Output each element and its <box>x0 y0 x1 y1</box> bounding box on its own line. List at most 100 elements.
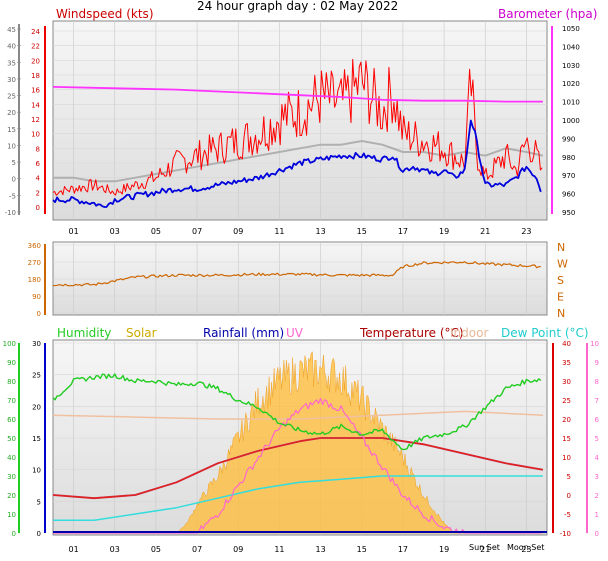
barometer-tick: 990 <box>562 135 575 143</box>
legend-rainfall: Rainfall (mm) <box>203 326 285 340</box>
barometer-tick: 970 <box>562 172 575 180</box>
temp-right-tick: 35 <box>562 359 571 367</box>
humidity-tick: 10 <box>7 511 16 519</box>
temperature-line <box>52 437 544 500</box>
wind-inner-tick: 22 <box>31 43 40 51</box>
hour-label-wind: 19 <box>439 227 449 236</box>
legend-uv: UV <box>286 326 303 340</box>
hour-label-bottom: 03 <box>110 545 120 554</box>
hour-label-bottom: 21 <box>480 545 490 554</box>
moonset-label: Moon Set <box>507 543 545 552</box>
uv-tick: 6 <box>595 416 600 424</box>
barometer-line <box>52 86 543 103</box>
temp-right-tick: 25 <box>562 397 571 405</box>
wind-inner-tick: 2 <box>36 189 40 197</box>
humidity-tick: 90 <box>7 359 16 367</box>
uv-tick: 5 <box>595 435 599 443</box>
uv-tick: 10 <box>590 340 599 348</box>
hour-label-bottom: 07 <box>192 545 202 554</box>
temp-left-tick: 10 <box>32 467 41 475</box>
avg-wind-line <box>52 119 542 208</box>
hour-label-wind: 07 <box>192 227 202 236</box>
wind-panel <box>52 20 548 221</box>
barometer-tick: 1010 <box>562 99 580 107</box>
page-title: 24 hour graph day : 02 May 2022 <box>197 0 399 13</box>
dewpoint-line <box>53 475 543 522</box>
uv-tick: 0 <box>595 530 599 538</box>
wind-outer-tick: 0 <box>12 176 16 184</box>
humidity-tick: 100 <box>3 340 16 348</box>
compass-label: W <box>557 258 568 271</box>
wind-inner-tick: 18 <box>31 72 40 80</box>
hour-label-wind: 09 <box>233 227 243 236</box>
direction-tick: 180 <box>28 276 41 284</box>
barometer-tick: 980 <box>562 154 575 162</box>
wind-inner-tick: 6 <box>36 160 41 168</box>
wind-inner-tick: 10 <box>31 131 40 139</box>
legend-solar: Solar <box>126 326 157 340</box>
direction-panel <box>52 241 548 316</box>
legend-dewpoint: Dew Point (°C) <box>501 326 589 340</box>
hour-label-bottom: 09 <box>233 545 243 554</box>
temp-right-tick: -5 <box>564 511 571 519</box>
humidity-tick: 50 <box>7 435 16 443</box>
uv-tick: 7 <box>595 397 599 405</box>
temp-right-tick: 40 <box>562 340 571 348</box>
hour-label-wind: 05 <box>151 227 161 236</box>
wind-outer-tick: 25 <box>7 93 16 101</box>
wind-outer-tick: 30 <box>7 76 16 84</box>
humidity-tick: 60 <box>7 416 16 424</box>
barometer-label: Barometer (hpa) <box>498 7 598 21</box>
temp-right-tick: 5 <box>567 473 571 481</box>
wind-inner-tick: 4 <box>36 175 41 183</box>
hour-label-bottom: 05 <box>151 545 161 554</box>
temp-right-tick: 30 <box>562 378 571 386</box>
windspeed-label: Windspeed (kts) <box>56 7 154 21</box>
compass-label: N <box>557 307 565 320</box>
compass-label: S <box>557 274 564 287</box>
hour-label-wind: 11 <box>274 227 284 236</box>
hour-label-wind: 13 <box>315 227 325 236</box>
wind-outer-tick: -5 <box>9 192 16 200</box>
barometer-tick: 1030 <box>562 62 580 70</box>
wind-inner-tick: 24 <box>31 28 40 36</box>
sunset-label: Sun Set <box>469 543 500 552</box>
hour-label-bottom: 17 <box>398 545 408 554</box>
wind-outer-tick: 40 <box>7 43 16 51</box>
temp-left-tick: 15 <box>32 435 41 443</box>
compass-label: E <box>557 291 564 304</box>
gust-grey-line <box>53 140 544 183</box>
wind-outer-tick: 10 <box>7 142 16 150</box>
wind-inner-tick: 12 <box>31 116 40 124</box>
temp-right-tick: 20 <box>562 416 571 424</box>
hour-label-wind: 23 <box>521 227 531 236</box>
uv-tick: 8 <box>595 378 599 386</box>
hour-label-bottom: 23 <box>521 545 531 554</box>
wind-outer-tick: -10 <box>5 209 16 217</box>
humidity-tick: 30 <box>7 473 16 481</box>
compass-label: N <box>557 241 565 254</box>
uv-tick: 3 <box>595 473 599 481</box>
barometer-tick: 950 <box>562 209 575 217</box>
wind-inner-tick: 0 <box>36 204 40 212</box>
uv-tick: 4 <box>595 454 600 462</box>
barometer-tick: 1050 <box>562 25 580 33</box>
humidity-line <box>52 373 542 451</box>
wind-outer-tick: 15 <box>7 126 16 134</box>
barometer-tick: 1000 <box>562 117 580 125</box>
uv-tick: 1 <box>595 511 599 519</box>
indoor-line <box>52 410 543 420</box>
wind-outer-tick: 20 <box>7 109 16 117</box>
hour-label-bottom: 15 <box>357 545 367 554</box>
hour-label-wind: 17 <box>398 227 408 236</box>
legend-indoor: Indoor <box>450 326 489 340</box>
temp-left-tick: 5 <box>37 498 41 506</box>
hour-label-wind: 01 <box>68 227 78 236</box>
legend-humidity: Humidity <box>57 326 112 340</box>
wind-inner-tick: 20 <box>31 57 40 65</box>
uv-tick: 2 <box>595 492 599 500</box>
wind-inner-tick: 14 <box>31 101 40 109</box>
wind-inner-tick: 16 <box>31 87 40 95</box>
